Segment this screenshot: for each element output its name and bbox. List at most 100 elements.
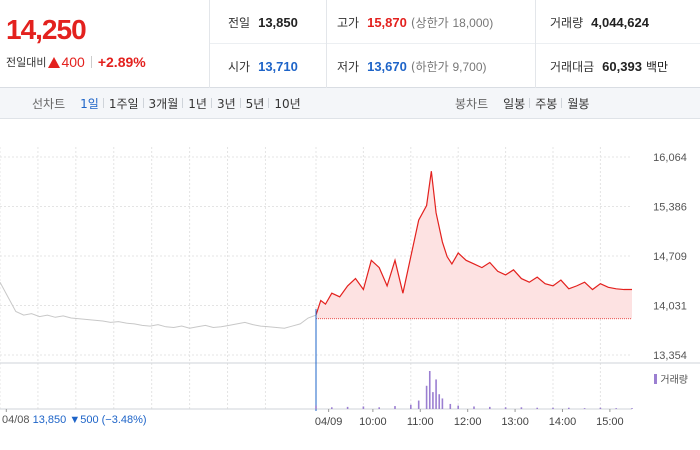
current-price: 14,250: [6, 14, 87, 45]
volume-bar: [394, 406, 396, 409]
today-area-fill: [316, 171, 632, 319]
x-tick-label: 15:00: [596, 416, 624, 428]
series-line-today: [315, 171, 632, 316]
amount-value: 60,393: [602, 58, 642, 74]
volume-bar: [583, 408, 586, 409]
high-label: 고가: [337, 15, 360, 30]
volume-bar: [449, 403, 452, 409]
y-tick-label: 15,386: [653, 202, 687, 214]
tab-3y[interactable]: 3년: [210, 95, 241, 112]
price-chart: 16,064 15,386 14,709 14,031 13,354 04/09 10:00…: [0, 119, 700, 450]
tab-1y[interactable]: 1년: [182, 95, 212, 112]
up-arrow-icon: [48, 56, 61, 68]
candle-chart-tabs: 봉차트 일봉 주봉 월봉: [455, 88, 594, 119]
low-cell: 저가 13,670 (하한가 9,700): [326, 44, 487, 88]
upper-limit-label: (상한가: [410, 15, 449, 30]
volume-legend-swatch: [654, 373, 658, 384]
volume-bar: [331, 407, 333, 409]
volume-bar: [568, 407, 570, 409]
amount-unit: 백만: [645, 59, 669, 74]
volume-bar: [378, 407, 380, 409]
volume-bar: [435, 379, 437, 409]
tab-monthly[interactable]: 월봉: [561, 95, 594, 112]
prev-day-change-pct: (−3.48%): [101, 414, 147, 426]
y-tick-label: 13,354: [653, 350, 687, 362]
x-tick-label: 14:00: [549, 416, 577, 428]
volume-bar: [615, 408, 617, 409]
tab-1w[interactable]: 1주일: [102, 95, 144, 112]
candle-chart-title: 봉차트: [455, 97, 489, 111]
tab-3m[interactable]: 3개월: [142, 95, 184, 112]
volume-bar: [441, 398, 444, 409]
x-tick-label: 13:00: [501, 416, 529, 428]
price-box: 14,250 전일대비 400 +2.89%: [0, 0, 210, 88]
volume-legend-label: 거래량: [660, 375, 688, 386]
line-chart-title: 선차트: [32, 97, 66, 111]
volume-label: 거래량: [550, 15, 584, 30]
volume-bar: [432, 392, 434, 409]
open-label: 시가: [228, 59, 251, 74]
volume-bar: [536, 407, 538, 409]
lower-limit-label: (하한가: [410, 59, 449, 74]
tab-10y[interactable]: 10년: [268, 95, 305, 112]
prev-close-value: 13,850: [258, 14, 298, 30]
volume-bar: [457, 405, 459, 409]
period-tab-bar: 선차트 1일 1주일 3개월 1년 3년 5년 10년 봉차트 일봉 주봉 월봉: [0, 88, 700, 119]
prev-close-label: 전일: [228, 15, 251, 30]
change-value: 400: [61, 54, 85, 70]
volume-bar: [410, 404, 412, 409]
price-chart-svg: 16,064 15,386 14,709 14,031 13,354 04/09 10:00…: [0, 147, 700, 428]
stat-grid: 전일 13,850 고가 15,870 (상한가 18,000) 거래량 4,0…: [210, 0, 700, 88]
volume-bar: [362, 406, 365, 409]
high-cell: 고가 15,870 (상한가 18,000): [326, 0, 493, 44]
down-arrow-icon: ▼: [69, 414, 81, 426]
volume-bar: [489, 406, 491, 409]
x-tick-label: 11:00: [407, 416, 434, 428]
open-cell: 시가 13,710: [228, 44, 298, 88]
amount-label: 거래대금: [550, 59, 595, 74]
x-tick-label: 04/09: [315, 416, 343, 428]
volume-bar: [631, 408, 633, 409]
lower-limit-value: 9,700): [452, 59, 487, 74]
volume-bar: [428, 371, 431, 409]
change-row: 전일대비 400 +2.89%: [6, 54, 146, 70]
volume-bar: [504, 407, 507, 409]
volume-bar: [315, 405, 317, 409]
volume-bar: [599, 407, 602, 409]
tab-5y[interactable]: 5년: [239, 95, 270, 112]
x-tick-label: 12:00: [454, 416, 482, 428]
volume-bar: [438, 394, 441, 409]
tab-1d[interactable]: 1일: [80, 97, 99, 111]
upper-limit: (상한가 18,000): [411, 14, 493, 31]
stat-row-1: 전일 13,850 고가 15,870 (상한가 18,000) 거래량 4,0…: [210, 0, 700, 44]
y-tick-label: 16,064: [653, 152, 687, 164]
prev-day-date: 04/08: [2, 414, 30, 426]
lower-limit: (하한가 9,700): [411, 58, 487, 75]
low-label: 저가: [337, 59, 360, 74]
low-value: 13,670: [367, 58, 407, 74]
prev-day-info: 04/08 13,850 ▼500 (−3.48%): [2, 414, 147, 426]
volume-bar: [473, 406, 475, 409]
y-tick-label: 14,709: [653, 251, 687, 263]
volume-cell: 거래량 4,044,624: [535, 0, 649, 44]
tab-daily[interactable]: 일봉: [503, 97, 526, 111]
volume-legend: 거래량: [654, 371, 688, 386]
volume-bar: [425, 385, 428, 409]
volume-bar: [552, 407, 554, 409]
change-divider: [90, 56, 92, 68]
high-value: 15,870: [367, 14, 407, 30]
quote-panel: 14,250 전일대비 400 +2.89% 전일 13,850 고가 15,8…: [0, 0, 700, 88]
line-chart-tabs: 선차트 1일 1주일 3개월 1년 3년 5년 10년: [32, 88, 306, 119]
change-percent: +2.89%: [97, 54, 146, 70]
stat-row-2: 시가 13,710 저가 13,670 (하한가 9,700) 거래대금 60,…: [210, 44, 700, 88]
prev-day-close: 13,850: [32, 414, 67, 426]
volume-bar: [520, 407, 523, 409]
prev-day-change: 500: [80, 414, 99, 426]
x-tick-label: 10:00: [359, 416, 387, 428]
volume-value: 4,044,624: [591, 14, 649, 30]
volume-bar: [346, 406, 349, 409]
volume-bar: [417, 400, 420, 409]
tab-weekly[interactable]: 주봉: [529, 95, 562, 112]
series-line-prev-day: [0, 281, 317, 329]
upper-limit-value: 18,000): [452, 15, 494, 30]
